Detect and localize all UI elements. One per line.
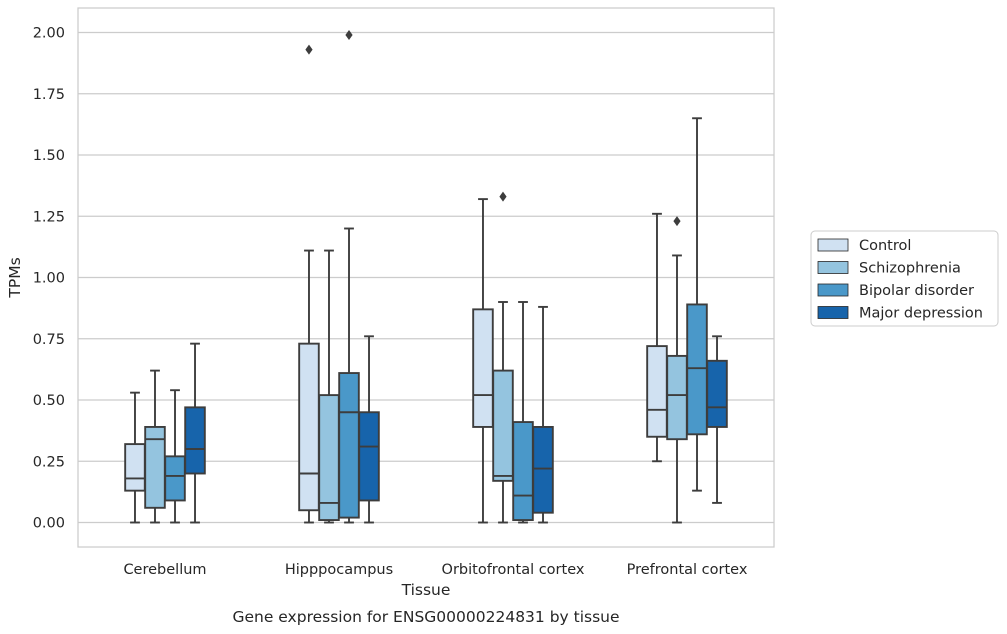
box-item [532, 305, 554, 524]
box-item [512, 301, 534, 524]
plot-frame [77, 7, 775, 548]
chart-caption: Gene expression for ENSG00000224831 by t… [232, 608, 619, 626]
legend-label: Bipolar disorder [859, 283, 974, 299]
box [358, 411, 380, 502]
y-tick-label: 0.25 [33, 454, 65, 470]
x-tick-label: Hipppocampus [285, 562, 393, 578]
box-item [706, 335, 728, 504]
box-item [686, 117, 708, 492]
box-item [358, 335, 380, 524]
box-item [492, 191, 514, 524]
box [666, 354, 688, 441]
legend-label: Major depression [859, 306, 983, 322]
box [298, 342, 320, 512]
legend-swatch [817, 283, 849, 297]
y-tick-label: 1.00 [33, 271, 65, 287]
outlier-point [499, 191, 507, 202]
y-tick-label: 1.25 [33, 209, 65, 225]
legend-label: Schizophrenia [859, 261, 961, 277]
y-tick-label: 0.00 [33, 516, 65, 532]
box-item [124, 391, 146, 524]
box [472, 308, 494, 428]
x-axis-ticks: Cerebellum Hipppocampus Orbitofrontal cort… [123, 562, 747, 578]
y-tick-label: 0.50 [33, 393, 65, 409]
outlier-point [305, 44, 313, 55]
legend-swatch [817, 238, 849, 252]
box-plot-series [124, 29, 728, 524]
box [338, 372, 360, 519]
box-item [184, 342, 206, 524]
box [686, 303, 708, 436]
y-tick-label: 2.00 [33, 26, 65, 42]
legend: Control Schizophrenia Bipolar disorder Majo… [810, 230, 999, 327]
box-item [164, 389, 186, 524]
box [532, 426, 554, 514]
y-tick-label: 0.75 [33, 332, 65, 348]
y-tick-label: 1.75 [33, 87, 65, 103]
x-axis-label: Tissue [401, 581, 451, 599]
box-item [298, 44, 320, 524]
box [512, 421, 534, 521]
legend-label: Control [859, 238, 911, 254]
box-item [666, 216, 688, 524]
box [124, 443, 146, 492]
box-item [144, 369, 166, 524]
y-axis-label: TPMs [6, 257, 24, 298]
series-control [124, 44, 668, 524]
series-major-depression [184, 305, 728, 524]
x-tick-label: Orbitofrontal cortex [442, 562, 585, 578]
box [164, 455, 186, 502]
box [706, 359, 728, 428]
y-tick-label: 1.50 [33, 148, 65, 164]
box [318, 394, 340, 522]
legend-frame [810, 230, 999, 327]
box [646, 345, 668, 438]
box-item [472, 198, 494, 524]
legend-swatch [817, 306, 849, 319]
x-tick-label: Cerebellum [123, 562, 206, 578]
grid-lines [78, 31, 774, 524]
box-item [646, 212, 668, 463]
box-item [318, 249, 340, 524]
box-item [338, 29, 360, 524]
legend-swatch [817, 261, 849, 274]
outlier-point [673, 216, 681, 227]
outlier-point [345, 29, 353, 40]
series-schizophrenia [144, 191, 688, 524]
series-bipolar-disorder [164, 29, 708, 524]
x-tick-label: Prefrontal cortex [627, 562, 748, 578]
y-axis-ticks: 0.00 0.25 0.50 0.75 1.00 1.25 1.50 1.75 2.00 [33, 26, 65, 532]
box [492, 369, 514, 482]
box [184, 406, 206, 475]
